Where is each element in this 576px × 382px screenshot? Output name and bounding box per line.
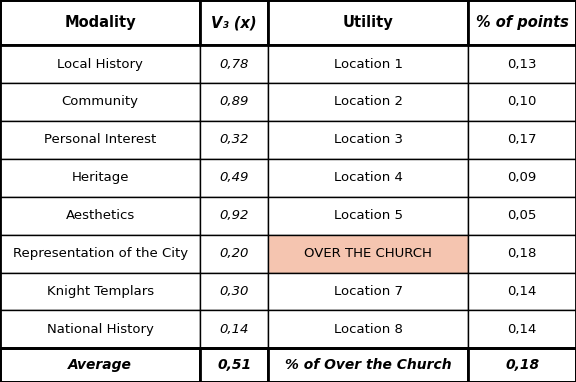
- Text: Personal Interest: Personal Interest: [44, 133, 156, 146]
- Bar: [468, 348, 576, 382]
- Bar: [268, 159, 468, 197]
- Text: Average: Average: [69, 358, 132, 372]
- Bar: [200, 0, 268, 45]
- Text: National History: National History: [47, 323, 154, 336]
- Bar: [200, 159, 268, 197]
- Text: Location 3: Location 3: [334, 133, 403, 146]
- Bar: [268, 0, 468, 45]
- Bar: [268, 235, 468, 273]
- Bar: [200, 235, 268, 273]
- Bar: [200, 273, 268, 311]
- Bar: [468, 235, 576, 273]
- Text: Representation of the City: Representation of the City: [13, 247, 188, 260]
- Bar: [200, 45, 268, 83]
- Bar: [200, 121, 268, 159]
- Text: 0,51: 0,51: [217, 358, 251, 372]
- Text: % of Over the Church: % of Over the Church: [285, 358, 452, 372]
- Text: Location 2: Location 2: [334, 96, 403, 108]
- Text: 0,20: 0,20: [219, 247, 249, 260]
- Text: % of points: % of points: [476, 15, 569, 30]
- Bar: [200, 348, 268, 382]
- Bar: [468, 159, 576, 197]
- Text: Community: Community: [62, 96, 139, 108]
- Text: 0,14: 0,14: [507, 285, 537, 298]
- Bar: [268, 273, 468, 311]
- Bar: [468, 311, 576, 348]
- Bar: [0, 121, 200, 159]
- Text: Aesthetics: Aesthetics: [66, 209, 135, 222]
- Text: 0,18: 0,18: [505, 358, 539, 372]
- Text: Location 8: Location 8: [334, 323, 403, 336]
- Bar: [268, 348, 468, 382]
- Text: 0,10: 0,10: [507, 96, 537, 108]
- Text: 0,14: 0,14: [219, 323, 249, 336]
- Bar: [0, 311, 200, 348]
- Bar: [468, 83, 576, 121]
- Bar: [0, 235, 200, 273]
- Bar: [268, 311, 468, 348]
- Bar: [268, 197, 468, 235]
- Text: 0,17: 0,17: [507, 133, 537, 146]
- Bar: [200, 311, 268, 348]
- Bar: [0, 0, 200, 45]
- Bar: [0, 348, 200, 382]
- Text: V₃ (x): V₃ (x): [211, 15, 257, 30]
- Bar: [468, 273, 576, 311]
- Bar: [468, 197, 576, 235]
- Text: 0,13: 0,13: [507, 58, 537, 71]
- Text: 0,18: 0,18: [507, 247, 537, 260]
- Bar: [0, 159, 200, 197]
- Text: 0,89: 0,89: [219, 96, 249, 108]
- Text: Modality: Modality: [65, 15, 136, 30]
- Text: OVER THE CHURCH: OVER THE CHURCH: [304, 247, 432, 260]
- Bar: [468, 121, 576, 159]
- Text: Location 4: Location 4: [334, 171, 403, 184]
- Bar: [200, 197, 268, 235]
- Text: Location 7: Location 7: [334, 285, 403, 298]
- Bar: [468, 45, 576, 83]
- Text: Heritage: Heritage: [71, 171, 129, 184]
- Bar: [0, 273, 200, 311]
- Text: 0,09: 0,09: [507, 171, 537, 184]
- Bar: [268, 45, 468, 83]
- Bar: [0, 197, 200, 235]
- Bar: [200, 83, 268, 121]
- Text: Knight Templars: Knight Templars: [47, 285, 154, 298]
- Text: 0,05: 0,05: [507, 209, 537, 222]
- Text: Location 1: Location 1: [334, 58, 403, 71]
- Bar: [268, 83, 468, 121]
- Text: 0,30: 0,30: [219, 285, 249, 298]
- Bar: [0, 45, 200, 83]
- Text: Location 5: Location 5: [334, 209, 403, 222]
- Bar: [468, 0, 576, 45]
- Text: 0,92: 0,92: [219, 209, 249, 222]
- Text: Local History: Local History: [57, 58, 143, 71]
- Text: 0,49: 0,49: [219, 171, 249, 184]
- Text: 0,14: 0,14: [507, 323, 537, 336]
- Text: 0,78: 0,78: [219, 58, 249, 71]
- Bar: [0, 83, 200, 121]
- Text: Utility: Utility: [343, 15, 393, 30]
- Text: 0,32: 0,32: [219, 133, 249, 146]
- Bar: [268, 121, 468, 159]
